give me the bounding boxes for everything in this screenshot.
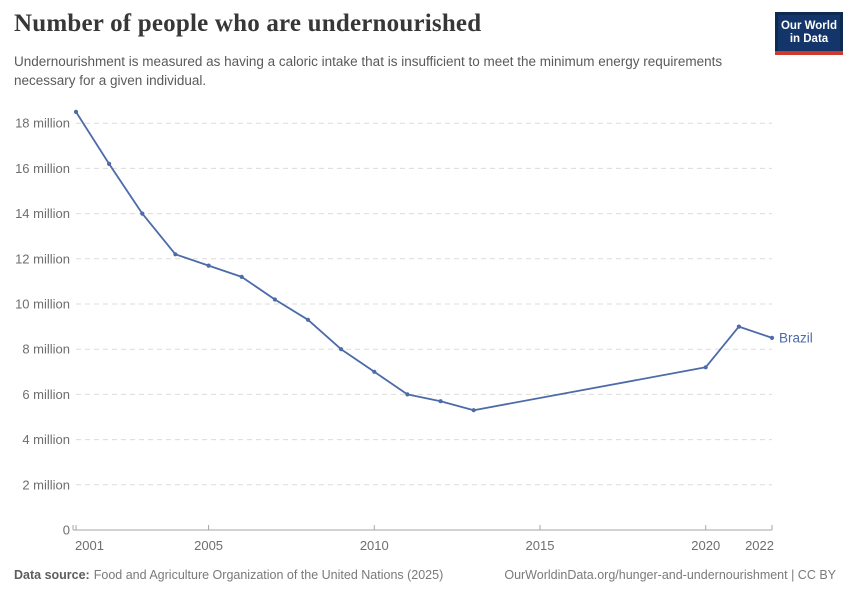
x-tick-label: 2020 [691, 538, 720, 553]
y-tick-label: 2 million [22, 477, 70, 492]
owid-logo-line1: Our World [780, 20, 837, 32]
y-tick-label: 10 million [15, 297, 70, 312]
data-point [703, 365, 708, 370]
y-tick-label: 18 million [15, 116, 70, 131]
x-tick-label: 2005 [194, 538, 223, 553]
y-tick-label: 6 million [22, 387, 70, 402]
x-tick-label: 2022 [745, 538, 774, 553]
owid-logo-red-bar [775, 51, 843, 55]
x-tick-label: 2015 [526, 538, 555, 553]
data-source: Data source: Food and Agriculture Organiz… [14, 568, 443, 582]
owid-logo: Our World in Data [775, 12, 843, 55]
data-line [75, 111, 773, 412]
owid-link: OurWorldinData.org/hunger-and-undernouri… [504, 568, 836, 582]
data-point [140, 211, 145, 216]
data-point [305, 317, 311, 322]
data-point [339, 347, 344, 352]
data-point [107, 161, 112, 166]
y-tick-label: 8 million [22, 342, 70, 357]
data-point [736, 324, 742, 329]
data-source-label: Data source: [14, 568, 90, 582]
y-tick-label: 14 million [15, 206, 70, 221]
data-point [471, 408, 476, 413]
data-point [438, 399, 443, 404]
owid-logo-box: Our World in Data [775, 12, 843, 51]
data-source-text: Food and Agriculture Organization of the… [93, 568, 444, 582]
data-point [769, 335, 775, 340]
chart-footer: Data source: Food and Agriculture Organiz… [14, 568, 836, 582]
data-point [173, 252, 178, 257]
series-label: Brazil [779, 330, 813, 345]
data-point [272, 297, 277, 302]
y-tick-label: 4 million [22, 432, 70, 447]
y-tick-label: 16 million [15, 161, 70, 176]
page-title: Number of people who are undernourished [14, 10, 482, 37]
chart-subtitle: Undernourishment is measured as having a… [14, 54, 723, 88]
data-point [405, 392, 410, 397]
x-tick-label: 2010 [360, 538, 389, 553]
data-point [73, 109, 79, 114]
data-point [206, 263, 211, 268]
y-tick-label: 12 million [15, 251, 70, 266]
y-tick-label: 0 [63, 523, 70, 538]
data-point [239, 274, 244, 279]
owid-logo-line2: in Data [789, 33, 829, 45]
data-point [372, 369, 377, 374]
x-tick-label: 2001 [75, 538, 104, 553]
